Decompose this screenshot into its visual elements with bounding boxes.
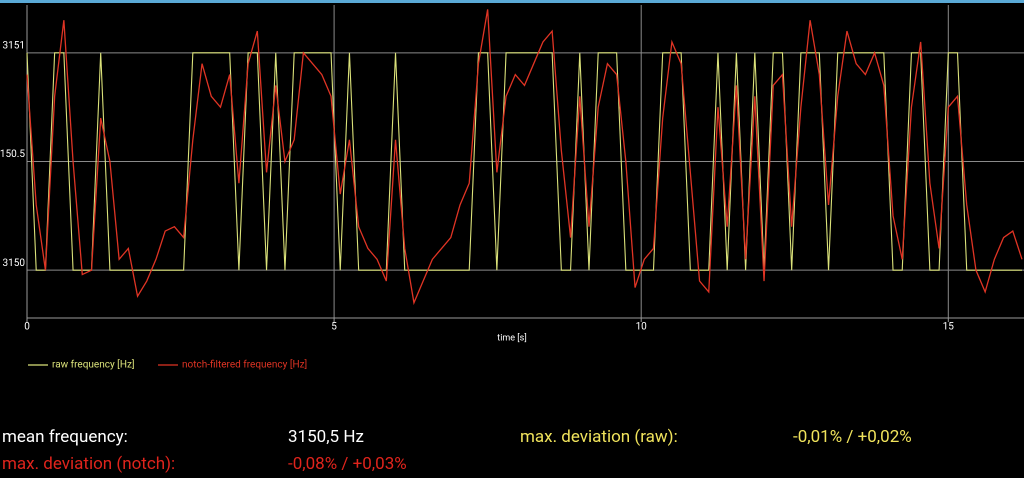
plot-area: [26, 9, 1023, 306]
y-tick-label: 3150: [3, 258, 26, 269]
notch-deviation-value: -0,08% / +0,03%: [288, 454, 407, 474]
y-tick-label: 3150.5: [0, 149, 25, 160]
notch-deviation-label: max. deviation (notch):: [2, 454, 176, 474]
legend: raw frequency [Hz] notch-filtered frequen…: [28, 359, 307, 371]
mean-value: 3150,5 Hz: [288, 427, 364, 447]
legend-label: raw frequency [Hz]: [52, 359, 135, 371]
raw-deviation-label: max. deviation (raw):: [520, 427, 678, 447]
y-tick-label: 3151: [3, 40, 25, 51]
mean-label: mean frequency:: [2, 427, 128, 447]
legend-label: notch-filtered frequency [Hz]: [182, 359, 307, 371]
series-line: [26, 9, 1023, 306]
x-tick-label: 0: [24, 322, 30, 333]
x-axis-title: time [s]: [497, 333, 526, 343]
raw-deviation-value: -0,01% / +0,02%: [793, 427, 912, 447]
x-tick-label: 15: [943, 322, 955, 333]
chart: 3150 3150.5 3151 0 5 10 15 time [s] raw freque…: [0, 0, 1024, 371]
x-tick-label: 10: [636, 322, 648, 333]
top-bar: [0, 0, 1024, 3]
x-tick-label: 5: [331, 322, 337, 333]
axis-labels: 3150 3150.5 3151 0 5 10 15: [0, 40, 954, 332]
series-line: [26, 52, 1022, 271]
